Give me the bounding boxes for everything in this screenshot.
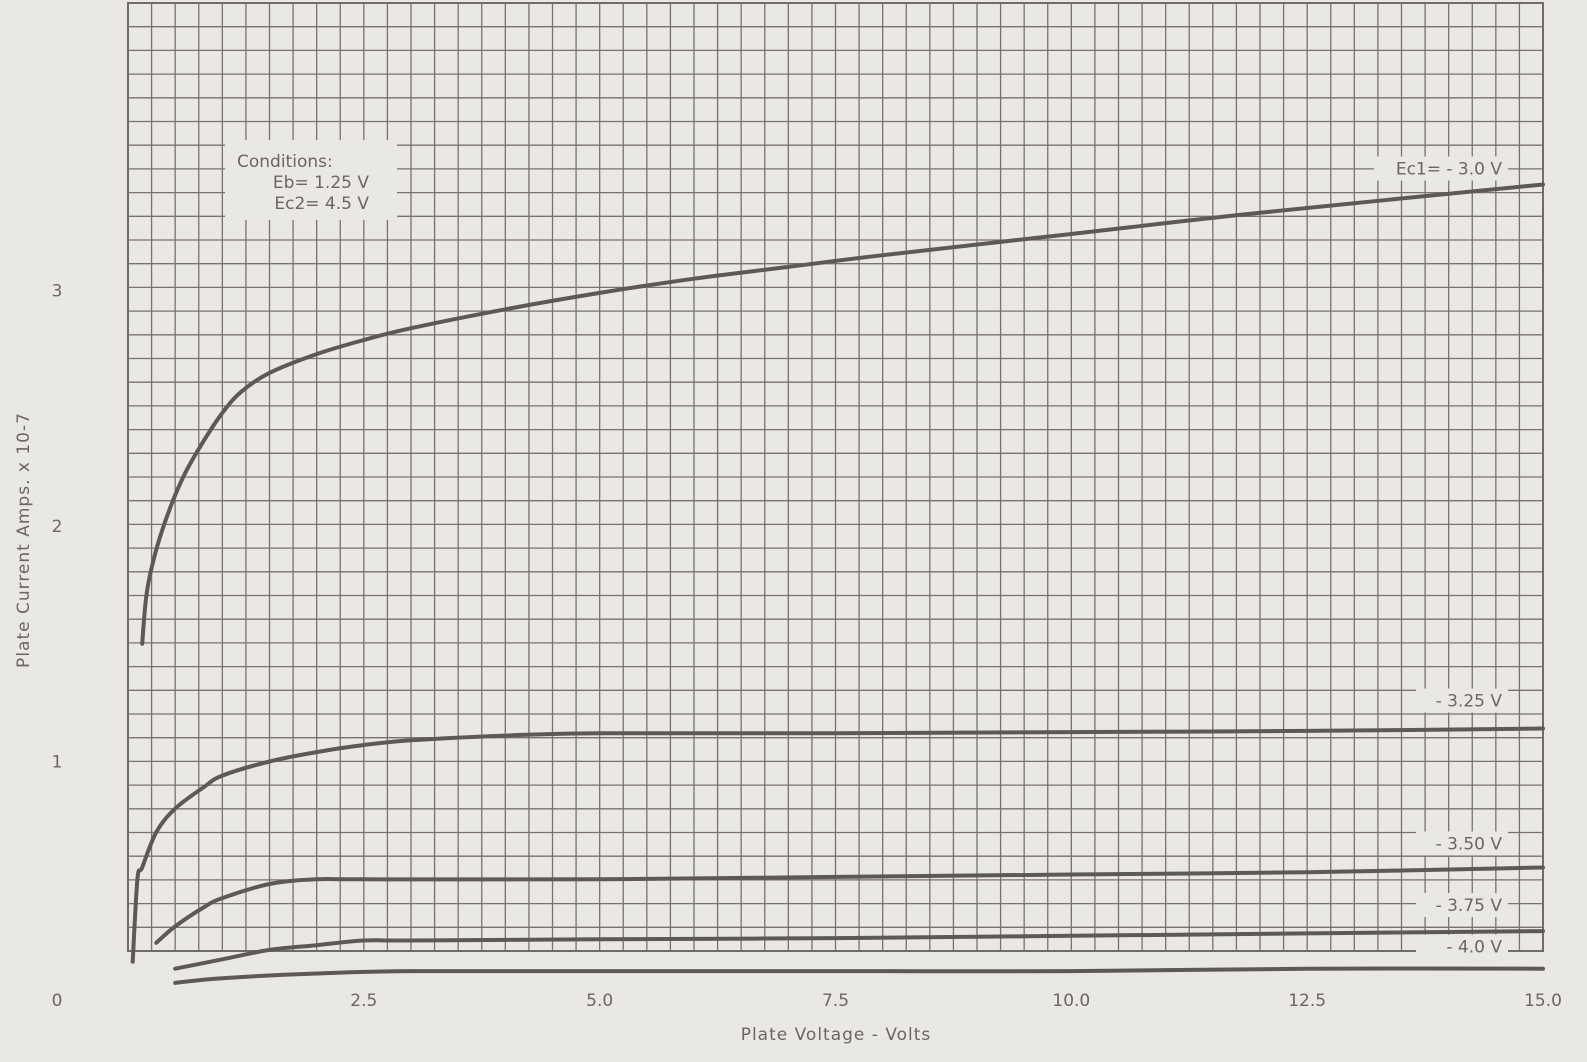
x-tick-label: 5.0 bbox=[586, 991, 613, 1011]
condition-ec2: Ec2= 4.5 V bbox=[274, 194, 369, 214]
curve-labels: Ec1= - 3.0 V - 3.25 V - 3.50 V - 3.75 V - 4.… bbox=[1374, 156, 1508, 959]
x-tick-label: 15.0 bbox=[1524, 991, 1562, 1011]
curve-label: Ec1= - 3.0 V bbox=[1396, 160, 1503, 180]
curve-label: - 3.50 V bbox=[1436, 834, 1503, 854]
curve-label-background bbox=[1416, 893, 1508, 918]
chart-grid bbox=[127, 2, 1544, 952]
curve-label-background bbox=[1416, 934, 1508, 959]
series-line-1 bbox=[140, 182, 1545, 646]
y-tick-label: 2 bbox=[52, 517, 63, 537]
x-tick-label: 2.5 bbox=[350, 991, 377, 1011]
x-tick-label: 0 bbox=[52, 991, 63, 1011]
curve-label-background bbox=[1416, 688, 1508, 713]
conditions-heading: Conditions: bbox=[237, 152, 333, 172]
curve-label-background bbox=[1374, 156, 1508, 181]
series-line-5 bbox=[173, 966, 1545, 985]
series-line-2 bbox=[130, 726, 1545, 964]
x-tick-label: 12.5 bbox=[1288, 991, 1326, 1011]
curve-label: - 3.75 V bbox=[1436, 896, 1503, 916]
x-axis-title: Plate Voltage - Volts bbox=[741, 1025, 932, 1045]
series-line-3 bbox=[154, 865, 1545, 945]
condition-eb: Eb= 1.25 V bbox=[273, 173, 369, 193]
y-tick-label: 3 bbox=[52, 282, 63, 302]
conditions-box: Conditions: Eb= 1.25 V Ec2= 4.5 V bbox=[225, 140, 397, 220]
x-tick-label: 10.0 bbox=[1052, 991, 1090, 1011]
curve-label: - 4.0 V bbox=[1446, 938, 1502, 958]
y-axis-title: Plate Current Amps. x 10-7 bbox=[14, 412, 34, 668]
conditions-box-background bbox=[225, 140, 397, 220]
chart-curves bbox=[130, 182, 1545, 985]
x-tick-label: 7.5 bbox=[822, 991, 849, 1011]
curve-label-background bbox=[1416, 831, 1508, 856]
axis-ticks: 0 2.5 5.0 7.5 10.0 12.5 15.0 1 2 3 bbox=[52, 282, 1562, 1012]
curve-label: - 3.25 V bbox=[1436, 692, 1503, 712]
series-line-4 bbox=[173, 929, 1545, 971]
y-tick-label: 1 bbox=[52, 753, 63, 773]
